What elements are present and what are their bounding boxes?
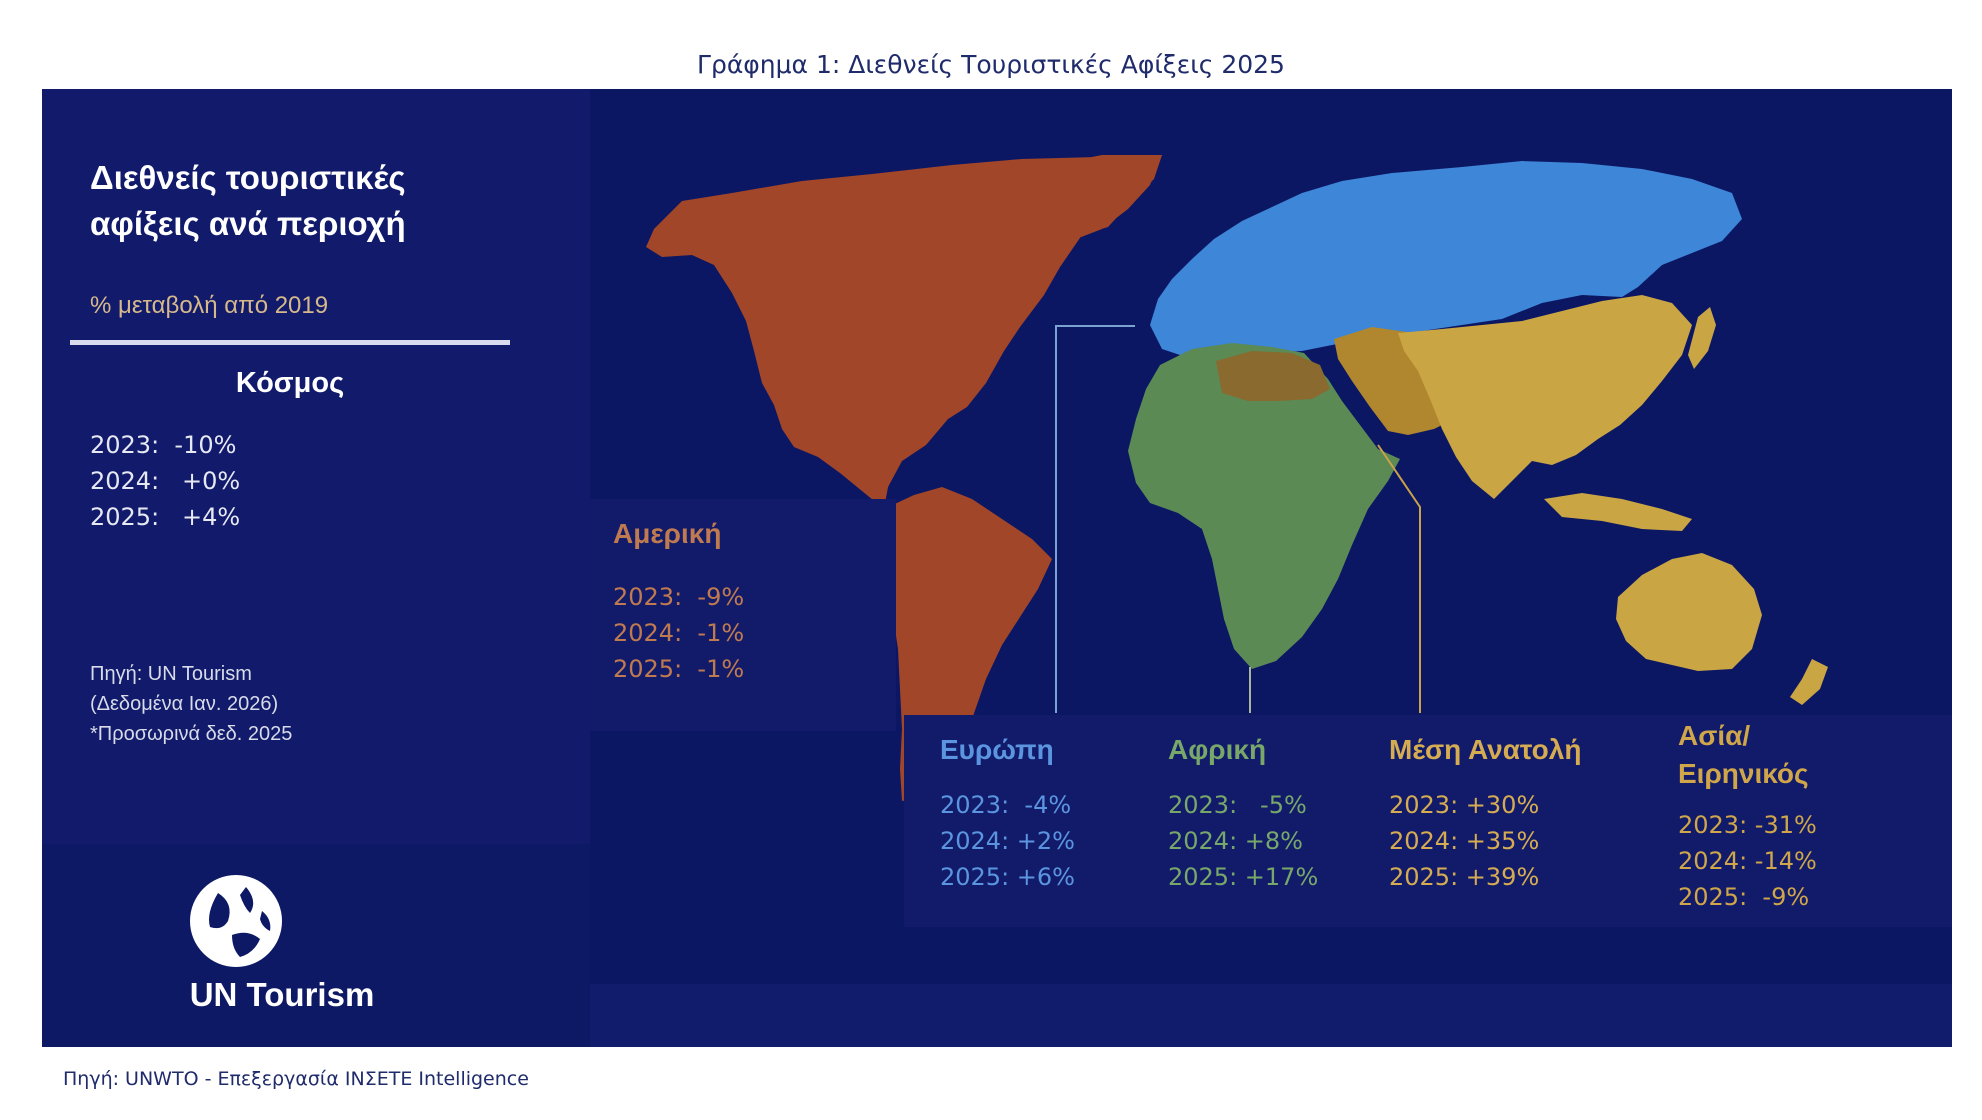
divider <box>70 340 510 345</box>
europe-stats: 2023: -4% 2024: +2% 2025: +6% <box>940 787 1075 895</box>
bottom-strip <box>590 984 1952 1047</box>
americas-stats: 2023: -9% 2024: -1% 2025: -1% <box>613 579 744 687</box>
map-australia <box>1616 553 1762 671</box>
middle-east-stat-row: 2025: +39% <box>1389 863 1540 891</box>
middle-east-stat-row: 2023: +30% <box>1389 791 1540 819</box>
africa-stats: 2023: -5% 2024: +8% 2025: +17% <box>1168 787 1318 895</box>
europe-stat-row: 2024: +2% <box>940 827 1075 855</box>
infographic-panel: Διεθνείς τουριστικές αφίξεις ανά περιοχή… <box>42 89 1952 1047</box>
infographic-subtitle: % μεταβολή από 2019 <box>90 292 329 319</box>
middle-east-leader-line <box>1377 444 1421 713</box>
africa-stat-row: 2023: -5% <box>1168 791 1307 819</box>
figure-source: Πηγή: UNWTO - Επεξεργασία ΙΝΣΕΤΕ Intelli… <box>63 1068 529 1090</box>
map-greenland <box>1042 155 1162 239</box>
map-indonesia <box>1544 493 1692 531</box>
americas-box: Αμερική 2023: -9% 2024: -1% 2025: -1% <box>590 499 896 731</box>
map-north-africa <box>1216 351 1330 401</box>
logo-area <box>42 844 590 1047</box>
world-stat-row: 2025: +4% <box>90 503 241 531</box>
europe-stat-row: 2025: +6% <box>940 863 1075 891</box>
title-line-1: Διεθνείς τουριστικές <box>90 159 406 196</box>
title-line-2: αφίξεις ανά περιοχή <box>90 205 406 242</box>
americas-stat-row: 2024: -1% <box>613 619 745 647</box>
africa-stat-row: 2025: +17% <box>1168 863 1319 891</box>
map-new-zealand <box>1790 659 1828 705</box>
europe-stat-row: 2023: -4% <box>940 791 1072 819</box>
source-note: Πηγή: UN Tourism (Δεδομένα Ιαν. 2026) *Π… <box>90 659 292 749</box>
infographic-title: Διεθνείς τουριστικές αφίξεις ανά περιοχή <box>90 155 530 247</box>
note-line-3: *Προσωρινά δεδ. 2025 <box>90 723 293 745</box>
figure-caption: Γράφημα 1: Διεθνείς Τουριστικές Αφίξεις … <box>697 50 1285 79</box>
world-stat-row: 2023: -10% <box>90 431 237 459</box>
asia-pacific-stats: 2023: -31% 2024: -14% 2025: -9% <box>1678 807 1817 915</box>
note-line-2: (Δεδομένα Ιαν. 2026) <box>90 693 279 715</box>
americas-stat-row: 2023: -9% <box>613 583 745 611</box>
asia-pacific-label: Ασία/ Ειρηνικός <box>1678 717 1809 793</box>
africa-stat-row: 2024: +8% <box>1168 827 1303 855</box>
asia-pacific-stat-row: 2024: -14% <box>1678 847 1817 875</box>
americas-stat-row: 2025: -1% <box>613 655 745 683</box>
asia-pacific-stat-row: 2025: -9% <box>1678 883 1810 911</box>
map-africa <box>1128 343 1400 669</box>
middle-east-label: Μέση Ανατολή <box>1389 734 1582 765</box>
asia-pacific-label-line-2: Ειρηνικός <box>1678 758 1809 789</box>
middle-east-stat-row: 2024: +35% <box>1389 827 1540 855</box>
map-asia <box>1398 295 1692 499</box>
regions-box: Ευρώπη 2023: -4% 2024: +2% 2025: +6% Αφρ… <box>904 715 1952 927</box>
world-stat-row: 2024: +0% <box>90 467 241 495</box>
europe-leader-line <box>1055 325 1135 713</box>
map-japan <box>1688 307 1716 369</box>
asia-pacific-stat-row: 2023: -31% <box>1678 811 1817 839</box>
map-europe <box>1150 161 1742 359</box>
africa-label: Αφρική <box>1168 734 1267 765</box>
middle-east-stats: 2023: +30% 2024: +35% 2025: +39% <box>1389 787 1539 895</box>
brand-name: UN Tourism <box>189 976 375 1013</box>
world-stats: 2023: -10% 2024: +0% 2025: +4% <box>90 427 240 535</box>
world-label: Κόσμος <box>235 367 345 399</box>
asia-pacific-label-line-1: Ασία/ <box>1678 720 1751 751</box>
un-tourism-logo-icon <box>190 875 282 967</box>
americas-label: Αμερική <box>613 518 722 549</box>
map-americas <box>646 155 1162 509</box>
note-line-1: Πηγή: UN Tourism <box>90 663 252 685</box>
europe-label: Ευρώπη <box>940 734 1054 765</box>
